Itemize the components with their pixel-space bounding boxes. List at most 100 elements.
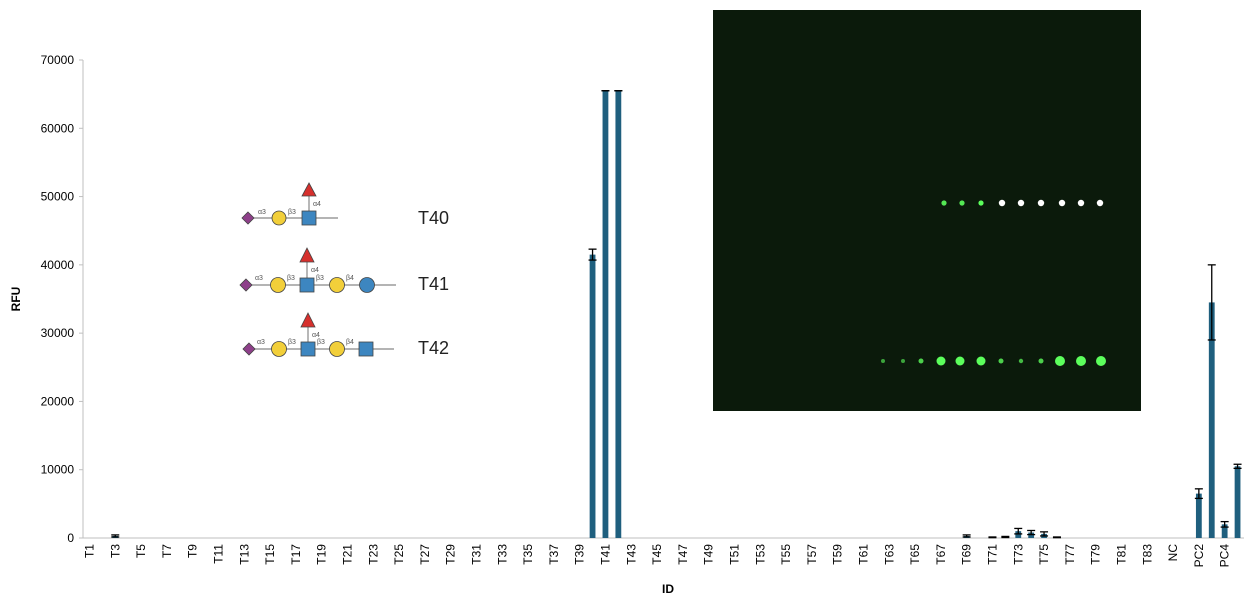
svg-text:α4: α4 [312,332,320,339]
x-tick-label: T71 [985,544,999,565]
galactose-icon [270,277,286,293]
glcnac-icon [300,341,316,357]
y-tick-label: 10000 [41,463,75,477]
fluorescent-spot [941,200,947,206]
error-bar-PC4 [1220,520,1229,528]
error-bars [111,90,1242,539]
x-tick-label: T11 [211,544,225,564]
svg-text:α4: α4 [311,267,319,274]
x-tick-label: T35 [521,544,535,565]
x-tick-label: T63 [882,544,896,565]
error-bar-PC2 [1194,488,1203,500]
fluorescent-spot [1076,356,1086,366]
error-bar-PC3 [1207,264,1216,341]
glcnac-icon [358,341,374,357]
x-tick-label: T23 [366,544,380,565]
fluorescent-spot [1037,199,1045,207]
glycan-t42: α3 β3 α4 β3 β4 T42 [242,312,449,358]
x-tick-label: T65 [908,544,922,565]
galactose-icon [329,277,345,293]
x-tick-label: T29 [444,544,458,565]
fluorescent-spot [1096,199,1104,207]
y-tick-label: 50000 [41,190,75,204]
fluorescent-spot [998,358,1004,364]
bar-PC5 [1234,466,1241,538]
x-tick-label: T83 [1140,544,1154,565]
error-bar-T73 [1014,527,1023,535]
fluorescent-spot [881,359,885,363]
x-tick-label: T7 [160,544,174,558]
svg-text:α3: α3 [258,209,266,216]
x-tick-label: T77 [1063,544,1077,565]
glycan-t40: α3 β3 α4 T40 [241,182,449,228]
error-bar-T3 [111,534,120,538]
bar-PC4 [1221,524,1228,538]
fucose-icon [299,247,315,263]
x-tick-label: T59 [831,544,845,565]
bar-T41 [602,90,609,538]
x-tick-label: T57 [805,544,819,565]
galactose-icon [271,341,287,357]
x-tick-label: T53 [753,544,767,565]
y-tick-label: 60000 [41,121,75,135]
x-tick-label: T73 [1011,544,1025,565]
fluorescent-spot [1017,199,1025,207]
glycan-t41: α3 β3 α4 β3 β4 T41 [239,247,449,294]
glucose-icon [359,277,375,293]
y-tick-label: 30000 [41,326,75,340]
svg-text:β4: β4 [346,339,354,346]
x-tick-label: T21 [340,544,354,565]
fluorescent-spots [881,199,1106,366]
error-bar-T69 [962,534,971,538]
x-tick-label: T1 [82,544,96,558]
x-axis-title: ID [662,582,674,595]
svg-text:β3: β3 [316,275,324,282]
y-tick-labels: 0 10000 20000 30000 40000 50000 60000 70000 [41,53,83,545]
glycan-label-t41: T41 [418,274,449,294]
svg-text:β3: β3 [287,275,295,282]
bar-PC3 [1208,302,1215,538]
x-tick-label: NC [1166,544,1180,562]
fluorescent-spot [959,200,965,206]
x-tick-label: T13 [237,544,251,565]
fluorescent-spot [1058,199,1066,207]
x-tick-label: T37 [547,544,561,565]
x-tick-label: T25 [392,544,406,565]
bar-T42 [615,90,622,538]
error-bar-PC5 [1233,463,1242,469]
x-tick-label: T49 [702,544,716,565]
bar-T40 [589,254,596,538]
fluorescent-spot [1018,358,1024,364]
x-tick-label: T5 [134,544,148,558]
fluorescent-spot [955,356,965,366]
error-bar-T74 [1027,529,1036,536]
error-bar-T76 [1052,536,1061,539]
galactose-icon [329,341,345,357]
x-tick-label: T79 [1089,544,1103,565]
bar-T74 [1028,532,1035,538]
glycan-label-t40: T40 [418,208,449,228]
x-tick-label: T27 [418,544,432,565]
error-bar-T72 [1001,535,1010,539]
x-tick-label: T45 [650,544,664,565]
x-tick-label: T55 [779,544,793,565]
fluorescent-spot [976,356,986,366]
y-tick-label: 0 [67,531,74,545]
fluorescent-spot [901,359,905,363]
svg-text:α3: α3 [255,275,263,282]
fucose-icon [301,182,317,197]
x-tick-label: T51 [727,544,741,565]
microarray-scan-image [713,10,1141,411]
x-tick-label: PC2 [1192,544,1206,568]
x-tick-label: T33 [495,544,509,565]
bar-T73 [1015,531,1022,538]
fluorescent-spot [1096,356,1106,366]
x-tick-label: T9 [186,544,200,558]
x-tick-label: T43 [624,544,638,565]
fluorescent-spot [978,200,984,206]
x-tick-label: PC4 [1218,544,1232,568]
error-bar-T71 [988,536,997,539]
svg-text:α3: α3 [257,339,265,346]
x-tick-label: T41 [598,544,612,565]
